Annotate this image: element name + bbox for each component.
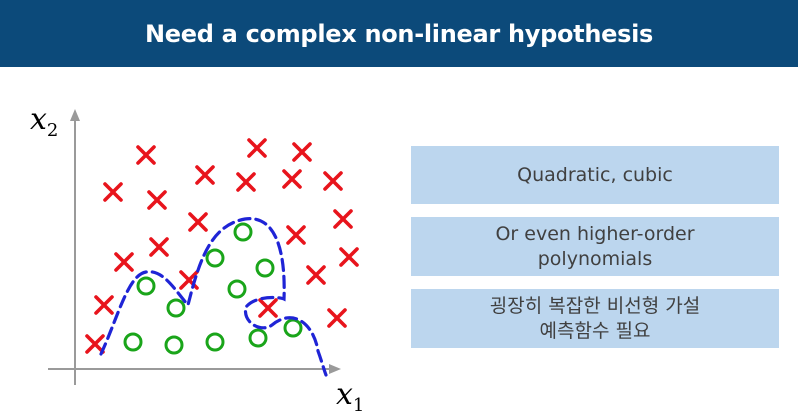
cross-marker <box>323 171 343 191</box>
y-axis-label-main: x <box>30 102 47 137</box>
cross-marker <box>195 165 215 185</box>
circle-marker <box>166 298 186 318</box>
y-axis-label-subscript: 2 <box>47 120 58 141</box>
note-text: Quadratic, cubic <box>517 163 673 186</box>
cross-marker <box>247 138 267 158</box>
note-box-korean: 굉장히 복잡한 비선형 가설 예측함수 필요 <box>411 289 779 348</box>
page-title: Need a complex non-linear hypothesis <box>144 19 654 48</box>
cross-marker <box>327 308 347 328</box>
cross-marker <box>188 212 208 232</box>
cross-marker <box>258 298 278 318</box>
circle-marker <box>205 332 225 352</box>
note-text: 예측함수 필요 <box>539 319 651 342</box>
note-text: polynomials <box>537 247 653 270</box>
cross-marker <box>333 209 353 229</box>
cross-marker <box>147 190 167 210</box>
x-axis-arrow <box>329 364 341 374</box>
cross-marker <box>292 142 312 162</box>
note-text: 굉장히 복잡한 비선형 가설 <box>489 294 701 317</box>
cross-marker <box>282 169 302 189</box>
note-box-higher-order: Or even higher-order polynomials <box>411 217 779 276</box>
cross-marker <box>306 265 326 285</box>
note-box-quadratic: Quadratic, cubic <box>411 146 779 204</box>
cross-marker <box>136 145 156 165</box>
axes <box>48 109 341 385</box>
y-axis-arrow <box>70 109 80 121</box>
circle-marker <box>227 279 247 299</box>
class-o-markers <box>123 222 303 355</box>
cross-marker <box>149 237 169 257</box>
scatter-plot: x2 x1 <box>30 102 364 412</box>
circle-marker <box>123 332 143 352</box>
circle-marker <box>233 222 253 242</box>
cross-marker <box>85 334 105 354</box>
circle-marker <box>205 248 225 268</box>
title-bar: Need a complex non-linear hypothesis <box>0 0 798 67</box>
x-axis-label-main: x <box>336 377 353 412</box>
decision-boundary <box>99 217 328 377</box>
circle-marker <box>255 258 275 278</box>
circle-marker <box>136 276 156 296</box>
cross-marker <box>286 225 306 245</box>
y-axis-label: x2 <box>30 102 58 141</box>
cross-marker <box>94 295 114 315</box>
circle-marker <box>248 328 268 348</box>
cross-marker <box>103 182 123 202</box>
cross-marker <box>236 172 256 192</box>
x-axis-label-subscript: 1 <box>353 395 364 412</box>
cross-marker <box>114 252 134 272</box>
x-axis-label: x1 <box>336 377 364 412</box>
note-text: Or even higher-order <box>495 222 695 245</box>
class-x-markers <box>85 138 359 354</box>
circle-marker <box>283 318 303 338</box>
cross-marker <box>339 247 359 267</box>
circle-marker <box>164 335 184 355</box>
